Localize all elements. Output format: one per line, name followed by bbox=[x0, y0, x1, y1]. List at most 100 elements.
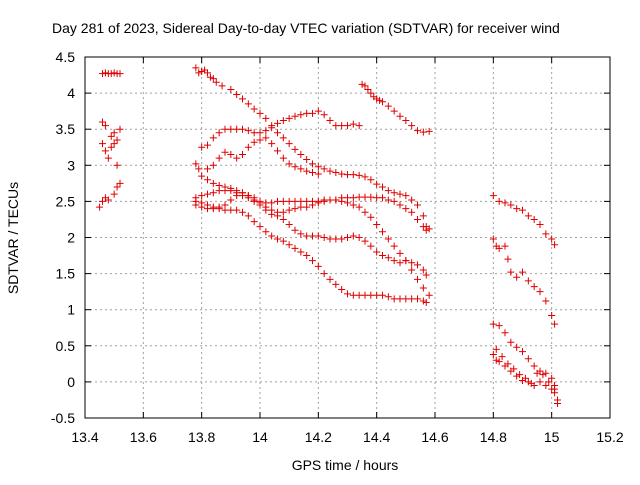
data-point bbox=[192, 64, 200, 72]
data-point bbox=[396, 190, 404, 198]
data-point bbox=[204, 190, 211, 198]
series-s6 bbox=[192, 187, 433, 299]
data-point bbox=[349, 120, 357, 128]
data-point bbox=[536, 378, 544, 386]
data-point bbox=[548, 374, 556, 382]
y-tick-label: 1 bbox=[67, 302, 75, 318]
data-point bbox=[303, 203, 311, 211]
data-point bbox=[285, 206, 293, 214]
series-b2 bbox=[489, 235, 559, 328]
data-point bbox=[285, 241, 293, 249]
data-point bbox=[244, 100, 252, 108]
data-point bbox=[204, 165, 211, 173]
data-point bbox=[256, 136, 264, 144]
data-point bbox=[314, 232, 322, 240]
data-point bbox=[250, 105, 258, 113]
data-point bbox=[358, 80, 366, 88]
data-point bbox=[218, 82, 226, 90]
data-point bbox=[274, 119, 281, 127]
data-point bbox=[402, 257, 410, 265]
data-point bbox=[501, 199, 509, 207]
series-b5 bbox=[492, 345, 559, 393]
data-point bbox=[402, 295, 410, 303]
data-point bbox=[373, 180, 381, 188]
series-b1 bbox=[489, 192, 559, 249]
data-point bbox=[349, 201, 357, 209]
data-point bbox=[542, 297, 550, 305]
data-point bbox=[519, 206, 526, 214]
data-point bbox=[408, 122, 416, 130]
y-tick-labels: -0.5 0 0.5 1 1.5 2 2.5 3 3.5 4 4.5 bbox=[51, 49, 75, 426]
data-point bbox=[384, 102, 392, 110]
data-point bbox=[110, 129, 118, 137]
data-point bbox=[268, 199, 276, 207]
series-s7 bbox=[192, 197, 430, 306]
data-point bbox=[104, 154, 112, 162]
y-tick-label: 2.5 bbox=[56, 193, 76, 209]
data-point bbox=[332, 280, 340, 288]
data-point bbox=[513, 273, 521, 281]
x-tick-label: 14.4 bbox=[363, 429, 390, 445]
data-point bbox=[361, 173, 369, 181]
data-point bbox=[425, 127, 433, 135]
data-point bbox=[361, 237, 369, 245]
data-point bbox=[279, 154, 287, 162]
data-point bbox=[414, 261, 421, 269]
data-point bbox=[113, 183, 121, 191]
data-point bbox=[96, 203, 104, 211]
data-point bbox=[262, 203, 270, 211]
data-point bbox=[533, 369, 541, 377]
data-point bbox=[530, 362, 538, 370]
data-point bbox=[545, 378, 553, 386]
y-tick-label: 1.5 bbox=[56, 266, 76, 282]
data-point bbox=[539, 371, 547, 379]
data-point bbox=[309, 109, 316, 117]
data-point bbox=[344, 234, 351, 241]
data-point bbox=[256, 223, 264, 231]
data-point bbox=[285, 114, 293, 122]
data-point bbox=[113, 136, 121, 144]
data-point bbox=[349, 171, 357, 179]
data-point bbox=[233, 187, 241, 195]
data-point bbox=[396, 201, 404, 209]
data-point bbox=[542, 369, 550, 377]
data-point bbox=[297, 203, 305, 211]
data-point bbox=[297, 248, 305, 256]
data-point bbox=[291, 163, 299, 171]
y-tick-label: 0 bbox=[67, 374, 75, 390]
data-point bbox=[209, 134, 217, 142]
data-point bbox=[414, 201, 421, 209]
data-point bbox=[303, 167, 311, 175]
series-s3 bbox=[204, 134, 322, 178]
data-point bbox=[396, 112, 404, 120]
data-point bbox=[233, 154, 241, 162]
data-point bbox=[390, 257, 398, 265]
data-point bbox=[495, 197, 503, 205]
y-tick-label: 0.5 bbox=[56, 338, 76, 354]
data-point bbox=[107, 132, 115, 140]
data-point bbox=[99, 118, 106, 126]
data-point bbox=[408, 196, 416, 204]
data-point bbox=[227, 150, 235, 158]
data-point bbox=[507, 201, 515, 209]
data-point bbox=[198, 143, 206, 151]
x-tick-label: 15.2 bbox=[596, 429, 623, 445]
data-point bbox=[332, 235, 340, 243]
data-point bbox=[309, 160, 316, 168]
data-point bbox=[285, 221, 293, 229]
data-point bbox=[195, 165, 203, 173]
data-point bbox=[338, 235, 346, 243]
data-point bbox=[116, 70, 124, 78]
data-point bbox=[314, 170, 322, 178]
data-point bbox=[384, 187, 392, 195]
data-point bbox=[530, 283, 538, 291]
data-point bbox=[268, 124, 276, 132]
data-point bbox=[309, 257, 316, 265]
data-point bbox=[419, 297, 427, 305]
data-point bbox=[419, 212, 427, 220]
data-point bbox=[326, 167, 334, 175]
data-point bbox=[551, 241, 559, 249]
data-point bbox=[101, 122, 109, 130]
data-point bbox=[268, 140, 276, 148]
data-point bbox=[414, 275, 421, 283]
